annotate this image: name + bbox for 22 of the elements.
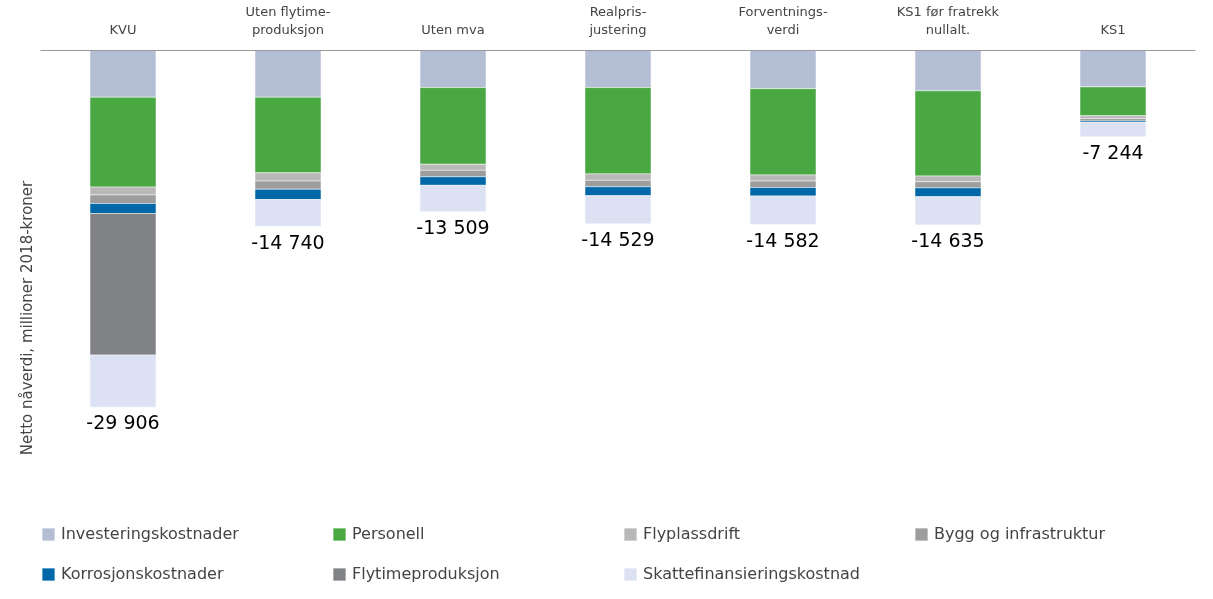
x-tick-label: KVU (109, 21, 137, 37)
annotation: -7 244 (1082, 141, 1144, 164)
legend-label: Korrosjonskostnader (61, 564, 225, 583)
annotation: -14 529 (581, 228, 655, 251)
annotation: -14 582 (746, 228, 820, 251)
legend-label: Flytimeproduksjon (352, 564, 501, 583)
annotation: -13 509 (416, 215, 490, 238)
legend-label: Bygg og infrastruktur (934, 524, 1107, 543)
annotation: -14 740 (251, 230, 325, 253)
x-tick-label: Forventnings- verdi (738, 3, 828, 37)
x-tick-label: Uten flytime- produksjon (245, 3, 331, 37)
annotation: -14 635 (911, 229, 985, 252)
x-tick-label: KS1 (1100, 21, 1126, 37)
x-tick-label: Uten mva (421, 21, 485, 37)
x-tick-label: Realpris- justering (588, 3, 647, 37)
legend-label: Personell (352, 524, 426, 543)
legend-label: Skattefinansieringskostnad (643, 564, 861, 583)
x-tick-label: KS1 før fratrekk nullalt. (896, 3, 1000, 37)
annotation: -29 906 (86, 411, 160, 434)
legend-label: Investeringskostnader (61, 524, 240, 543)
legend-label: Flyplassdrift (643, 524, 741, 543)
y-axis-title: Netto nåverdi, millioner 2018-kroner (17, 179, 36, 456)
